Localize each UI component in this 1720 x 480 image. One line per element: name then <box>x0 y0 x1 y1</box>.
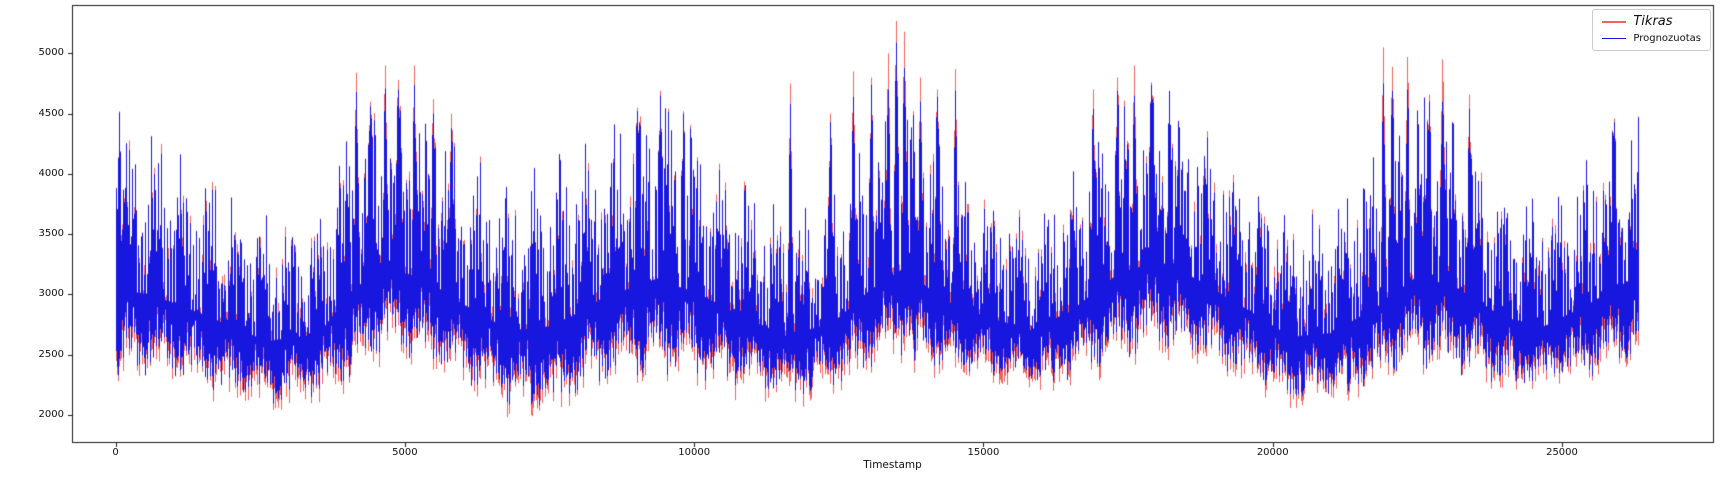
legend-label-prognozuotas: Prognozuotas <box>1633 33 1701 44</box>
x-tick-label: 0 <box>112 447 119 458</box>
y-tick-label: 2500 <box>38 348 64 360</box>
y-tick-label: 3500 <box>38 228 64 240</box>
x-axis-title: Timestamp <box>863 459 922 471</box>
x-tick-label: 10000 <box>678 447 711 458</box>
y-tick-label: 2000 <box>38 409 64 420</box>
y-tick-label: 4000 <box>38 167 64 179</box>
legend-label-tikras: Tikras <box>1633 14 1673 29</box>
prognozuotas-line-swatch <box>1602 37 1627 40</box>
x-tick-label: 25000 <box>1546 447 1578 458</box>
y-tick-label: 3000 <box>38 288 64 300</box>
x-tick-label: 5000 <box>392 447 418 458</box>
x-tick-label: 20000 <box>1256 447 1289 458</box>
tikras-line-swatch <box>1602 20 1627 24</box>
legend-entry-prognozuotas: Prognozuotas <box>1602 33 1701 44</box>
legend: Tikras Prognozuotas <box>1592 9 1711 51</box>
x-tick-label: 15000 <box>967 447 1000 458</box>
y-tick-label: 5000 <box>38 47 64 59</box>
y-tick-label: 4500 <box>38 107 64 119</box>
legend-entry-tikras: Tikras <box>1602 15 1701 29</box>
